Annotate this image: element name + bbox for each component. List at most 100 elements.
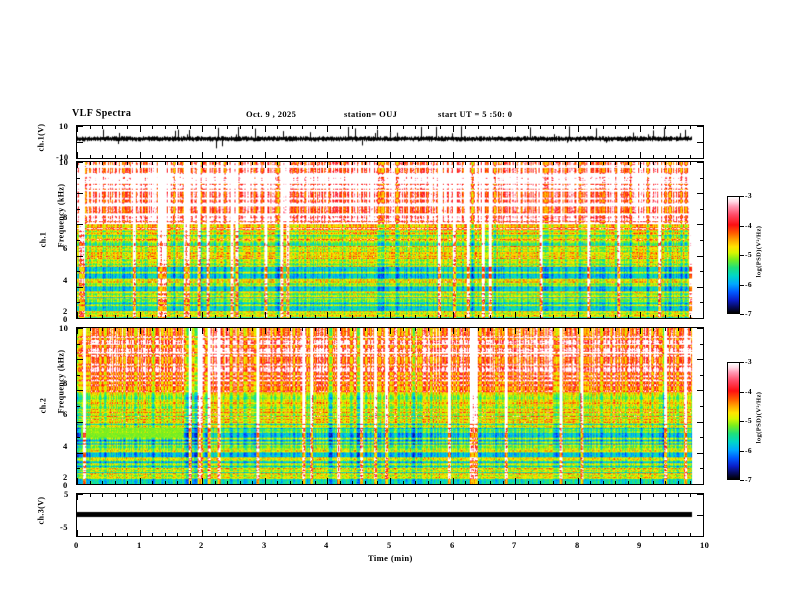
ch3-waveform-panel [76,493,704,537]
x-minor-tick [540,328,541,331]
ch2f-ytick-0: 0 [63,480,68,490]
x-minor-tick [127,155,128,158]
x-minor-tick [240,494,241,497]
x-minor-tick [503,328,504,331]
x-minor-tick [352,494,353,497]
x-major-tick [578,126,579,132]
x-minor-tick [227,155,228,158]
ch3-axis-label: ch.3(V) [36,496,46,525]
x-minor-tick [115,328,116,331]
x-tick-label: 7 [512,540,517,550]
colorbar-tick [740,421,744,422]
x-major-tick [77,152,78,158]
x-minor-tick [352,126,353,129]
x-minor-tick [565,155,566,158]
x-major-tick [578,494,579,500]
x-minor-tick [152,126,153,129]
x-minor-tick [127,328,128,331]
x-minor-tick [653,481,654,484]
x-minor-tick [615,481,616,484]
x-major-tick [140,162,141,168]
x-minor-tick [352,328,353,331]
x-minor-tick [102,494,103,497]
x-minor-tick [377,315,378,318]
colorbar-ch2-label: log(PSD)(V²/Hz) [755,391,763,444]
x-minor-tick [377,481,378,484]
x-tick-label: 4 [324,540,329,550]
x-major-tick [77,530,78,536]
x-minor-tick [603,155,604,158]
ch1f-ytick-10: 10 [59,157,69,167]
x-major-tick [77,494,78,500]
x-minor-tick [290,315,291,318]
x-major-tick [327,126,328,132]
x-minor-tick [127,481,128,484]
ch1f-axis-label-line1: ch.1 [38,231,48,248]
ch1-spectrogram-image [77,162,703,318]
x-minor-tick [315,315,316,318]
x-minor-tick [90,162,91,165]
x-minor-tick [340,126,341,129]
x-minor-tick [415,162,416,165]
x-minor-tick [290,494,291,497]
x-minor-tick [90,328,91,331]
x-minor-tick [377,155,378,158]
x-major-tick [265,530,266,536]
x-major-tick [390,162,391,168]
x-minor-tick [490,481,491,484]
x-major-tick [390,126,391,132]
x-minor-tick [315,328,316,331]
x-minor-tick [665,494,666,497]
x-minor-tick [628,162,629,165]
x-major-tick [202,328,203,334]
x-minor-tick [465,162,466,165]
x-minor-tick [190,126,191,129]
ch2f-ytick-4: 4 [63,441,68,451]
x-minor-tick [127,315,128,318]
ch1f-ytick-8: 8 [63,212,68,222]
y-major-tick [77,453,83,454]
y-minor-tick [700,437,703,438]
ch2f-ytick-10: 10 [59,323,69,333]
x-minor-tick [252,155,253,158]
x-major-tick [265,478,266,484]
ch3-ytick-5: 5 [64,489,69,499]
x-minor-tick [490,126,491,129]
y-major-tick [697,422,703,423]
x-minor-tick [428,481,429,484]
x-major-tick [202,312,203,318]
x-major-tick [640,126,641,132]
x-minor-tick [540,533,541,536]
x-minor-tick [152,315,153,318]
x-major-tick [578,328,579,334]
y-major-tick [697,536,703,537]
x-minor-tick [352,533,353,536]
y-major-tick [77,256,83,257]
x-minor-tick [653,162,654,165]
x-major-tick [202,494,203,500]
x-major-tick [453,126,454,132]
y-major-tick [77,126,83,127]
x-minor-tick [678,155,679,158]
x-minor-tick [478,533,479,536]
x-minor-tick [490,494,491,497]
y-major-tick [77,162,83,163]
x-minor-tick [615,155,616,158]
x-major-tick [327,494,328,500]
x-minor-tick [628,328,629,331]
x-minor-tick [478,126,479,129]
x-minor-tick [428,328,429,331]
ch2f-axis-label-line1: ch.2 [38,397,48,414]
x-tick-label: 1 [137,540,142,550]
x-major-tick [703,530,704,536]
x-minor-tick [365,126,366,129]
y-minor-tick [700,302,703,303]
ch1f-axis-label-line2: Frequency (kHz) [56,183,66,248]
x-minor-tick [277,162,278,165]
y-major-tick [697,494,703,495]
x-minor-tick [428,155,429,158]
x-minor-tick [315,494,316,497]
y-major-tick [697,328,703,329]
x-minor-tick [290,162,291,165]
